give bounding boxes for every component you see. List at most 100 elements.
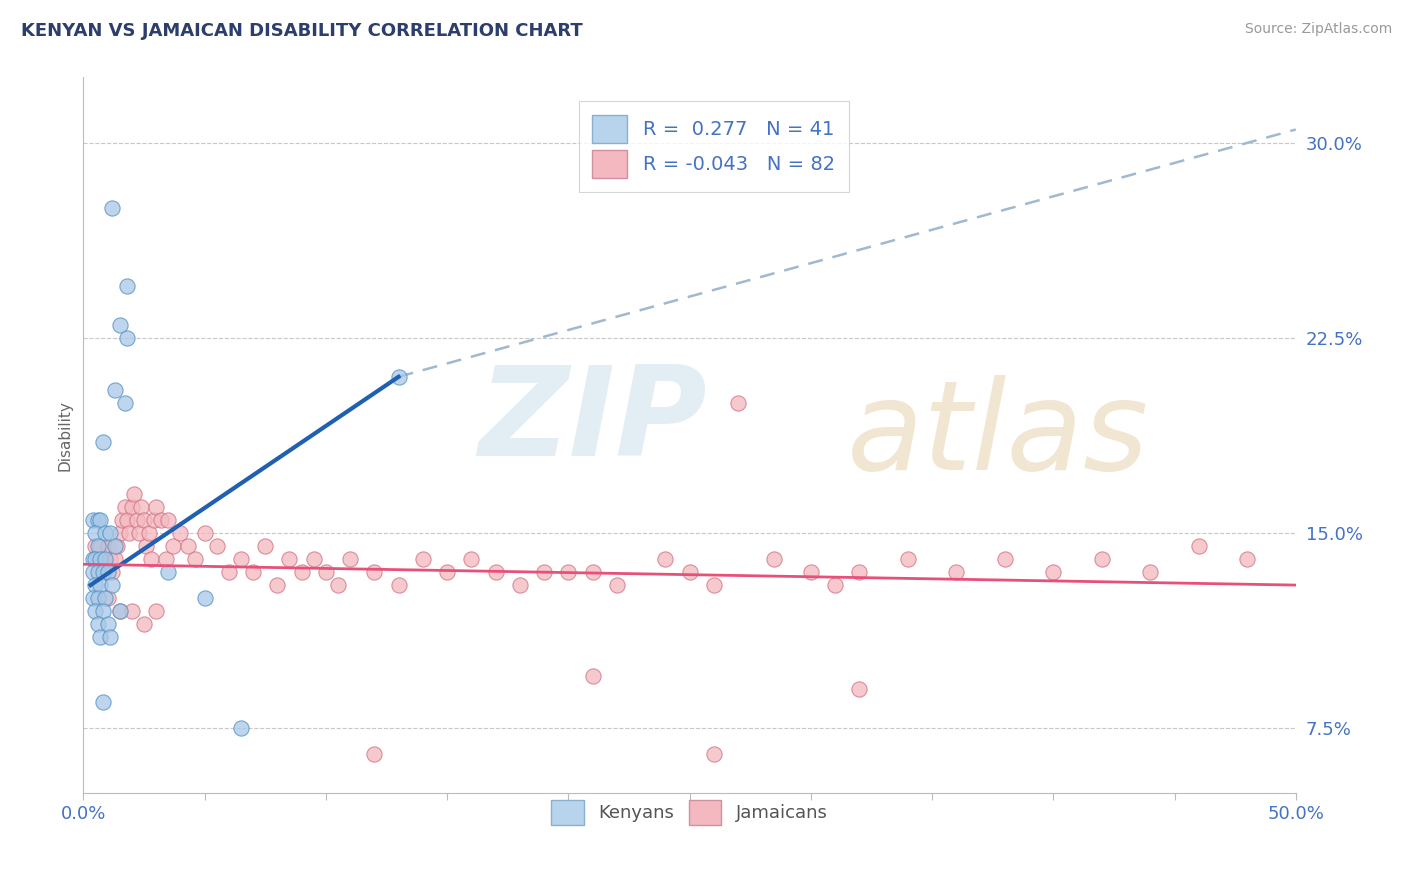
Point: [654, 552, 676, 566]
Point: [96, 539, 118, 553]
Text: KENYAN VS JAMAICAN DISABILITY CORRELATION CHART: KENYAN VS JAMAICAN DISABILITY CORRELATIO…: [21, 22, 583, 40]
Point: [132, 513, 155, 527]
Point: [87, 552, 110, 566]
Point: [703, 747, 725, 762]
Point: [108, 526, 131, 541]
Point: [533, 565, 555, 579]
Point: [606, 578, 628, 592]
Point: [98, 552, 121, 566]
Point: [87, 565, 110, 579]
Point: [1042, 565, 1064, 579]
Point: [121, 604, 143, 618]
Point: [101, 578, 124, 592]
Point: [84, 604, 107, 618]
Point: [91, 552, 114, 566]
Point: [193, 526, 215, 541]
Point: [84, 526, 107, 541]
Point: [98, 526, 121, 541]
Point: [678, 565, 700, 579]
Point: [131, 500, 153, 514]
Point: [266, 578, 288, 592]
Point: [727, 396, 749, 410]
Point: [82, 591, 104, 606]
Point: [703, 578, 725, 592]
Point: [1188, 539, 1211, 553]
Point: [848, 565, 870, 579]
Point: [87, 591, 110, 606]
Point: [125, 513, 148, 527]
Point: [101, 565, 124, 579]
Point: [91, 604, 114, 618]
Point: [122, 487, 145, 501]
Point: [114, 500, 136, 514]
Point: [242, 565, 264, 579]
Point: [363, 565, 385, 579]
Point: [84, 552, 107, 566]
Text: ZIP: ZIP: [478, 360, 707, 482]
Point: [89, 552, 111, 566]
Point: [278, 552, 301, 566]
Text: Source: ZipAtlas.com: Source: ZipAtlas.com: [1244, 22, 1392, 37]
Point: [460, 552, 482, 566]
Point: [108, 604, 131, 618]
Point: [193, 591, 215, 606]
Point: [98, 630, 121, 644]
Point: [1236, 552, 1258, 566]
Point: [94, 591, 117, 606]
Point: [115, 278, 138, 293]
Point: [142, 513, 165, 527]
Point: [290, 565, 312, 579]
Point: [96, 591, 118, 606]
Point: [94, 526, 117, 541]
Point: [387, 578, 409, 592]
Point: [89, 513, 111, 527]
Point: [87, 513, 110, 527]
Point: [108, 604, 131, 618]
Point: [128, 526, 150, 541]
Point: [84, 539, 107, 553]
Point: [145, 604, 167, 618]
Point: [89, 539, 111, 553]
Point: [581, 669, 603, 683]
Point: [484, 565, 506, 579]
Point: [96, 565, 118, 579]
Point: [91, 565, 114, 579]
Point: [114, 396, 136, 410]
Point: [94, 552, 117, 566]
Text: atlas: atlas: [848, 375, 1149, 496]
Point: [848, 682, 870, 697]
Point: [94, 565, 117, 579]
Point: [101, 201, 124, 215]
Point: [115, 513, 138, 527]
Point: [149, 513, 172, 527]
Point: [121, 500, 143, 514]
Point: [96, 617, 118, 632]
Point: [315, 565, 337, 579]
Point: [135, 539, 157, 553]
Point: [82, 513, 104, 527]
Point: [132, 617, 155, 632]
Point: [824, 578, 846, 592]
Point: [176, 539, 198, 553]
Point: [162, 539, 184, 553]
Point: [387, 369, 409, 384]
Point: [218, 565, 240, 579]
Point: [254, 539, 277, 553]
Point: [91, 434, 114, 449]
Point: [326, 578, 349, 592]
Point: [82, 552, 104, 566]
Point: [302, 552, 325, 566]
Point: [412, 552, 434, 566]
Point: [89, 630, 111, 644]
Point: [138, 526, 160, 541]
Point: [339, 552, 361, 566]
Point: [105, 539, 128, 553]
Point: [91, 695, 114, 709]
Point: [994, 552, 1017, 566]
Point: [363, 747, 385, 762]
Point: [229, 552, 252, 566]
Point: [205, 539, 228, 553]
Point: [1139, 565, 1161, 579]
Point: [118, 526, 141, 541]
Point: [763, 552, 786, 566]
